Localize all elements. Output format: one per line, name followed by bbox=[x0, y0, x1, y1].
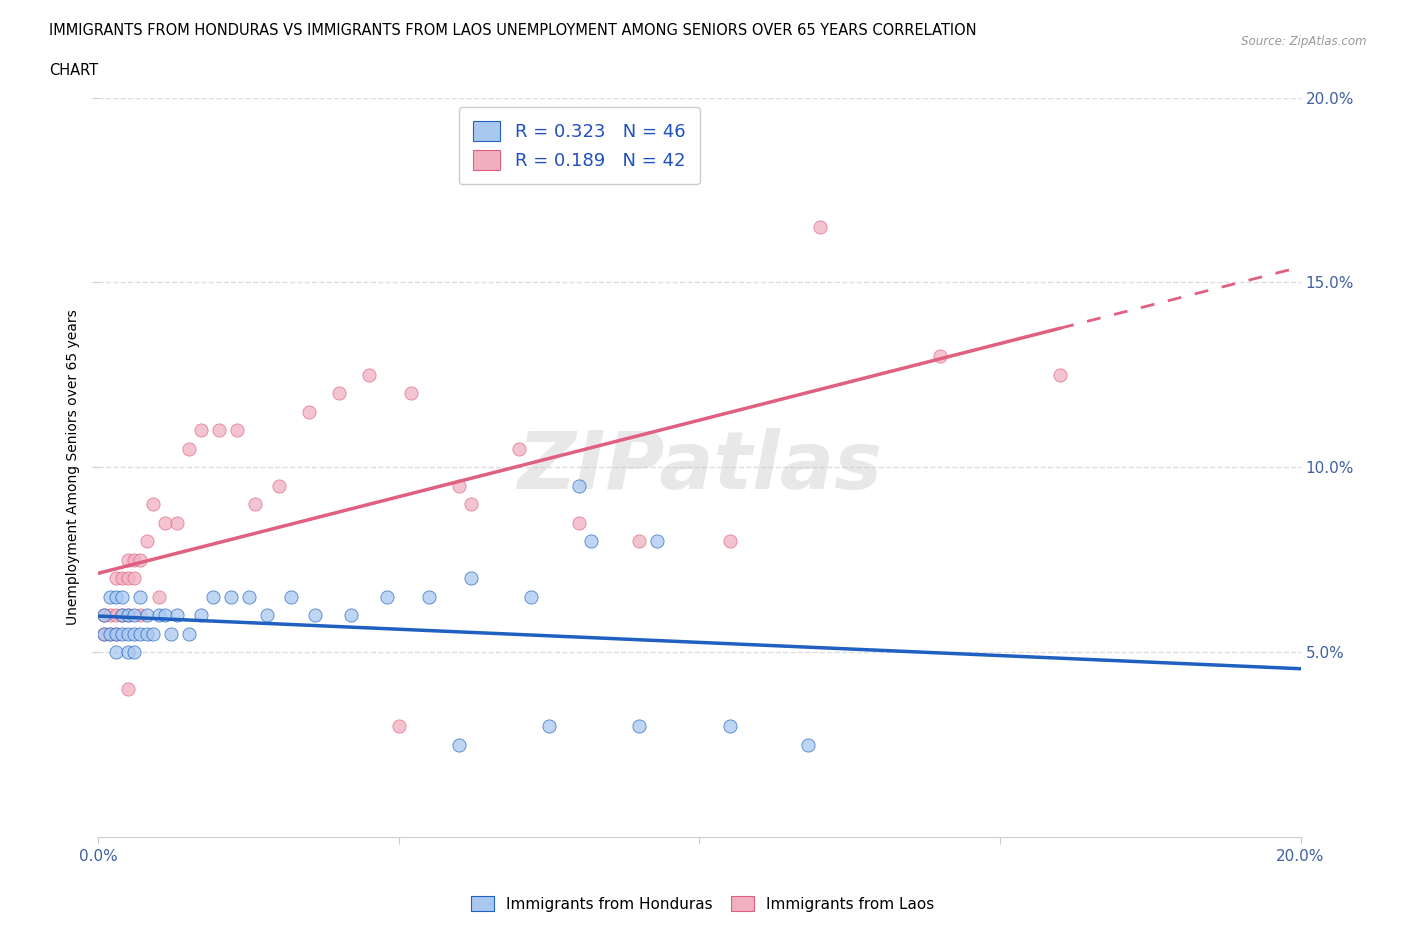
Point bbox=[105, 608, 128, 623]
Point bbox=[568, 478, 591, 493]
Point bbox=[129, 608, 152, 623]
Y-axis label: Unemployment Among Seniors over 65 years: Unemployment Among Seniors over 65 years bbox=[66, 310, 80, 625]
Point bbox=[166, 515, 188, 530]
Point bbox=[328, 386, 350, 401]
Point bbox=[117, 644, 139, 659]
Point bbox=[190, 608, 212, 623]
Point bbox=[159, 626, 181, 641]
Point bbox=[129, 626, 152, 641]
Point bbox=[117, 682, 139, 697]
Point bbox=[628, 719, 651, 734]
Point bbox=[201, 590, 224, 604]
Legend: Immigrants from Honduras, Immigrants from Laos: Immigrants from Honduras, Immigrants fro… bbox=[465, 889, 941, 918]
Text: IMMIGRANTS FROM HONDURAS VS IMMIGRANTS FROM LAOS UNEMPLOYMENT AMONG SENIORS OVER: IMMIGRANTS FROM HONDURAS VS IMMIGRANTS F… bbox=[49, 23, 977, 38]
Point bbox=[117, 608, 139, 623]
Point bbox=[190, 423, 212, 438]
Point bbox=[124, 552, 146, 567]
Point bbox=[298, 405, 321, 419]
Point bbox=[929, 349, 952, 364]
Point bbox=[628, 534, 651, 549]
Point bbox=[117, 571, 139, 586]
Point bbox=[238, 590, 260, 604]
Point bbox=[135, 534, 157, 549]
Point bbox=[141, 497, 163, 512]
Point bbox=[219, 590, 242, 604]
Point bbox=[100, 626, 122, 641]
Point bbox=[129, 590, 152, 604]
Point bbox=[418, 590, 440, 604]
Point bbox=[100, 608, 122, 623]
Point bbox=[100, 626, 122, 641]
Point bbox=[93, 608, 115, 623]
Point bbox=[581, 534, 603, 549]
Point bbox=[117, 608, 139, 623]
Point bbox=[124, 571, 146, 586]
Text: Source: ZipAtlas.com: Source: ZipAtlas.com bbox=[1241, 35, 1367, 48]
Point bbox=[447, 478, 470, 493]
Point bbox=[135, 608, 157, 623]
Point bbox=[267, 478, 290, 493]
Point bbox=[93, 626, 115, 641]
Point bbox=[256, 608, 278, 623]
Point bbox=[100, 590, 122, 604]
Point bbox=[111, 571, 134, 586]
Point bbox=[375, 590, 398, 604]
Point bbox=[508, 442, 530, 457]
Point bbox=[105, 626, 128, 641]
Point bbox=[538, 719, 561, 734]
Point bbox=[460, 497, 482, 512]
Point bbox=[124, 644, 146, 659]
Text: CHART: CHART bbox=[49, 63, 98, 78]
Point bbox=[153, 515, 176, 530]
Point bbox=[111, 626, 134, 641]
Point bbox=[124, 608, 146, 623]
Point bbox=[105, 571, 128, 586]
Point bbox=[148, 590, 170, 604]
Point bbox=[141, 626, 163, 641]
Point bbox=[129, 552, 152, 567]
Point bbox=[111, 608, 134, 623]
Point bbox=[166, 608, 188, 623]
Point bbox=[304, 608, 326, 623]
Point bbox=[718, 719, 741, 734]
Point bbox=[399, 386, 422, 401]
Point bbox=[243, 497, 266, 512]
Point bbox=[148, 608, 170, 623]
Point bbox=[111, 608, 134, 623]
Point bbox=[225, 423, 247, 438]
Text: ZIPatlas: ZIPatlas bbox=[517, 429, 882, 506]
Point bbox=[447, 737, 470, 752]
Point bbox=[718, 534, 741, 549]
Point bbox=[177, 626, 200, 641]
Point bbox=[796, 737, 818, 752]
Point bbox=[280, 590, 302, 604]
Point bbox=[105, 590, 128, 604]
Point bbox=[568, 515, 591, 530]
Point bbox=[93, 626, 115, 641]
Point bbox=[153, 608, 176, 623]
Point bbox=[124, 626, 146, 641]
Point bbox=[340, 608, 363, 623]
Point bbox=[460, 571, 482, 586]
Point bbox=[647, 534, 669, 549]
Point bbox=[177, 442, 200, 457]
Point bbox=[208, 423, 231, 438]
Point bbox=[808, 219, 831, 234]
Point bbox=[111, 590, 134, 604]
Point bbox=[135, 626, 157, 641]
Point bbox=[117, 626, 139, 641]
Point bbox=[117, 552, 139, 567]
Point bbox=[93, 608, 115, 623]
Point bbox=[1049, 367, 1071, 382]
Legend: R = 0.323   N = 46, R = 0.189   N = 42: R = 0.323 N = 46, R = 0.189 N = 42 bbox=[458, 107, 700, 184]
Point bbox=[105, 626, 128, 641]
Point bbox=[105, 644, 128, 659]
Point bbox=[388, 719, 411, 734]
Point bbox=[357, 367, 380, 382]
Point bbox=[520, 590, 543, 604]
